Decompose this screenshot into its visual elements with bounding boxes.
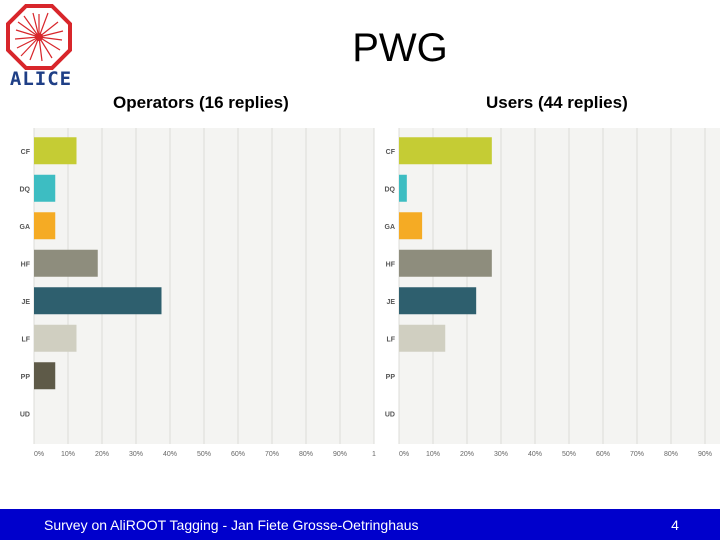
bar-cf [34,137,77,165]
logo-text: ALICE [9,68,73,90]
alice-logo: ALICE [6,4,72,90]
category-label-ga: GA [385,224,396,231]
chart-users: CF DQ GA HF JE LF PP UD 0% 10% 20% 30% 40% 50% 60% 70% 8… [385,128,720,458]
x-tick-label: 50% [562,451,576,458]
category-label-dq: DQ [385,186,396,193]
x-tick-label: 80% [299,451,313,458]
x-tick-label: 50% [197,451,211,458]
x-tick-label: 70% [265,451,279,458]
bar-je [34,287,162,315]
x-tick-label: 80% [664,451,678,458]
x-tick-label: 10% [426,451,440,458]
category-label-cf: CF [386,149,396,156]
x-tick-label: 0% [34,451,44,458]
bar-ga [399,212,423,240]
x-tick-label: 70% [630,451,644,458]
footer-bar: Survey on AliROOT Tagging - Jan Fiete Gr… [0,509,720,540]
slide-title: PWG [352,26,448,70]
x-tick-label: 20% [95,451,109,458]
category-label-hf: HF [386,261,396,268]
category-label-ga: GA [20,224,31,231]
bar-dq [34,174,56,202]
bar-hf [34,249,98,277]
chart-title-users: Users (44 replies) [486,93,628,112]
category-label-pp: PP [386,374,396,381]
bar-hf [399,249,492,277]
bar-pp [34,362,56,390]
bar-lf [399,324,446,352]
x-tick-label: 10% [61,451,75,458]
x-tick-label: 60% [596,451,610,458]
category-label-lf: LF [386,336,395,343]
bar-dq [399,174,407,202]
chart-operators: CF DQ GA HF JE LF PP UD 0% 10% 20% 30% 40% 50% 60% 70% 8… [20,128,376,458]
page-number: 4 [671,517,679,533]
category-label-cf: CF [21,149,31,156]
chart-title-operators: Operators (16 replies) [113,93,289,112]
bar-je [399,287,477,315]
category-label-je: JE [21,299,30,306]
footer-text: Survey on AliROOT Tagging - Jan Fiete Gr… [44,517,419,533]
x-tick-label: 90% [333,451,347,458]
x-tick-label: 1 [372,451,376,458]
x-tick-label: 30% [129,451,143,458]
bar-lf [34,324,77,352]
category-label-pp: PP [21,374,31,381]
category-label-lf: LF [21,336,30,343]
x-tick-label: 0% [399,451,409,458]
category-label-ud: UD [385,411,395,418]
category-label-dq: DQ [20,186,31,193]
category-label-je: JE [386,299,395,306]
x-tick-label: 60% [231,451,245,458]
alice-logo-emblem [6,4,72,70]
x-tick-label: 40% [163,451,177,458]
bar-ga [34,212,56,240]
category-label-hf: HF [21,261,31,268]
x-tick-label: 90% [698,451,712,458]
plot-background [399,128,720,444]
category-label-ud: UD [20,411,30,418]
x-tick-label: 30% [494,451,508,458]
x-tick-label: 20% [460,451,474,458]
bar-cf [399,137,492,165]
x-tick-label: 40% [528,451,542,458]
